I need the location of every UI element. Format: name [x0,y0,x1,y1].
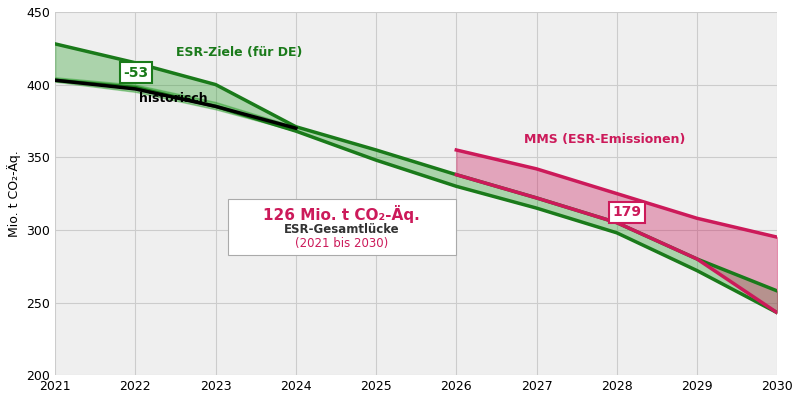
Text: MMS (ESR-Emissionen): MMS (ESR-Emissionen) [525,133,686,146]
Text: 126 Mio. t CO₂-Äq.: 126 Mio. t CO₂-Äq. [263,205,420,223]
Text: historisch: historisch [139,92,208,105]
FancyBboxPatch shape [228,199,456,254]
Text: ESR-Ziele (für DE): ESR-Ziele (für DE) [175,46,302,58]
Text: (2021 bis 2030): (2021 bis 2030) [295,237,388,250]
Text: ESR-Gesamtlücke: ESR-Gesamtlücke [284,223,399,236]
Text: -53: -53 [123,66,149,80]
Y-axis label: Mio. t CO₂-Äq.: Mio. t CO₂-Äq. [7,150,21,237]
Text: 179: 179 [613,206,642,220]
